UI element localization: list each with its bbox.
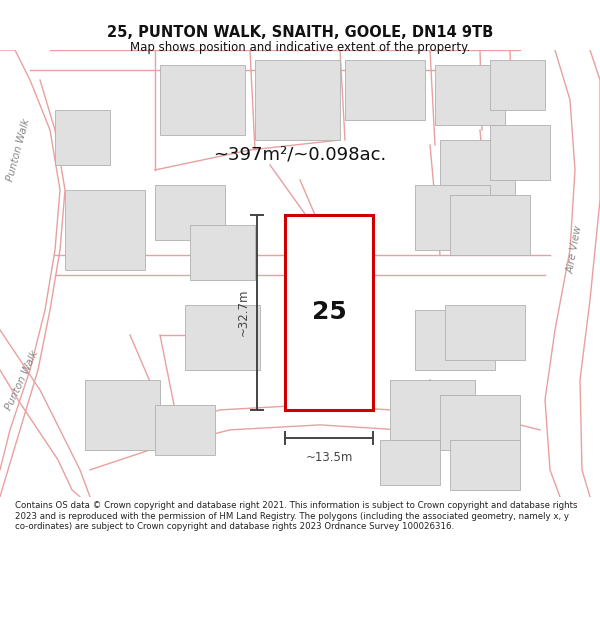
Bar [415,310,495,370]
Bar [155,405,215,455]
Text: 25, PUNTON WALK, SNAITH, GOOLE, DN14 9TB: 25, PUNTON WALK, SNAITH, GOOLE, DN14 9TB [107,25,493,40]
Bar [65,190,145,270]
Bar [490,60,545,110]
Bar [380,440,440,485]
Bar [435,65,505,125]
Bar [155,185,225,240]
Text: ~32.7m: ~32.7m [236,289,250,336]
Text: ~13.5m: ~13.5m [305,451,353,464]
Text: Punton Walk: Punton Walk [5,118,31,182]
Bar [440,140,515,205]
Text: ~397m²/~0.098ac.: ~397m²/~0.098ac. [214,146,386,164]
Bar [450,440,520,490]
Bar [255,60,340,140]
Bar [190,225,255,280]
Bar [450,195,530,255]
Text: Aire View: Aire View [566,225,584,275]
Bar [345,60,425,120]
Bar [160,65,245,135]
Bar [490,125,550,180]
Bar [390,380,475,440]
Text: Map shows position and indicative extent of the property.: Map shows position and indicative extent… [130,41,470,54]
Text: Contains OS data © Crown copyright and database right 2021. This information is : Contains OS data © Crown copyright and d… [15,501,577,531]
Bar [85,380,160,450]
Bar [185,305,260,370]
Bar [55,110,110,165]
Bar [445,305,525,360]
Text: Punton Walk: Punton Walk [4,349,40,411]
Text: 25: 25 [311,301,346,324]
Bar [415,185,490,250]
Bar [440,395,520,450]
Bar [285,215,373,410]
